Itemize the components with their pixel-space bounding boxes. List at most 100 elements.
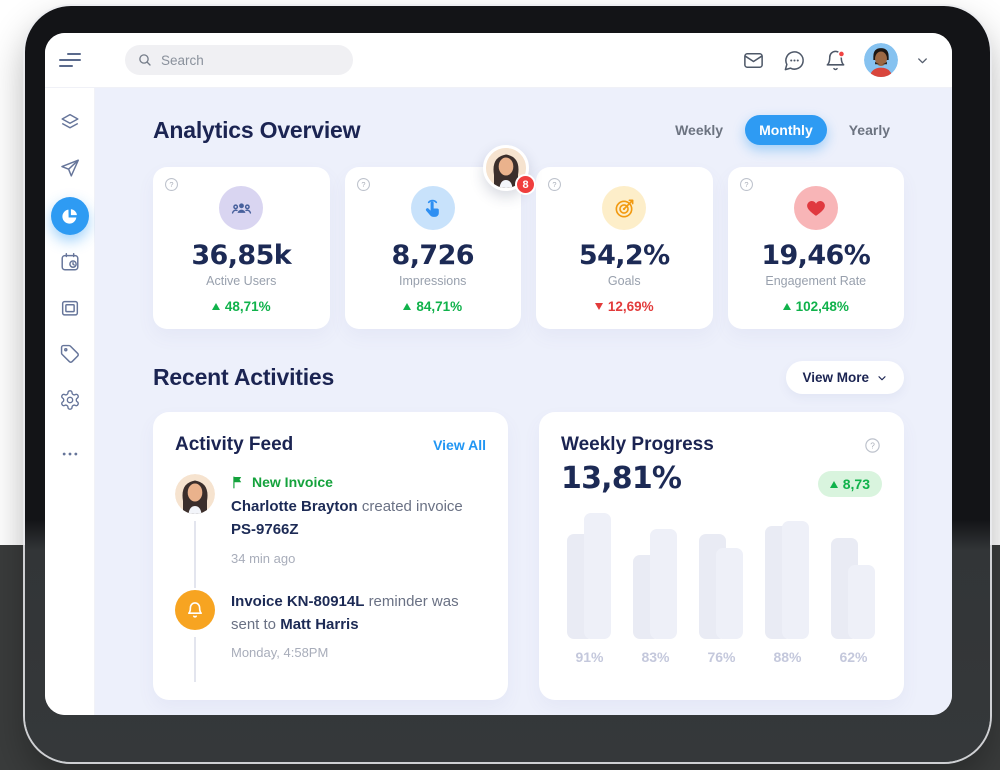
period-tabs: Weekly Monthly Yearly (661, 115, 904, 145)
activity-feed-title: Activity Feed (175, 434, 294, 455)
svg-text:?: ? (870, 440, 875, 450)
weekly-progress-delta-badge: 8,73 (817, 471, 882, 497)
feed-item-invoice-reminder[interactable]: Invoice KN-80914L reminder was sent to M… (175, 589, 486, 685)
activity-feed-card: Activity Feed View All (153, 412, 508, 700)
stat-label: Goals (607, 274, 641, 288)
notification-count-badge: 8 (515, 174, 536, 195)
bar-label: 76% (707, 649, 736, 665)
svg-text:?: ? (361, 180, 365, 189)
bar-label: 88% (773, 649, 802, 665)
menu-icon[interactable] (59, 49, 85, 71)
feed-item-invoice-created[interactable]: New Invoice Charlotte Brayton created in… (175, 474, 486, 590)
feed-text: Charlotte Brayton created invoice PS-976… (231, 498, 463, 539)
bar-label: 91% (575, 649, 604, 665)
search-icon (137, 52, 153, 68)
sidebar-item-send[interactable] (52, 151, 88, 185)
chat-icon[interactable] (782, 48, 806, 72)
reminder-bell-icon (175, 589, 215, 630)
bell-icon[interactable] (823, 48, 847, 72)
screen: Analytics Overview Weekly Monthly Yearly (45, 33, 952, 715)
bar-front (782, 520, 809, 639)
sidebar-item-schedule[interactable] (52, 245, 88, 279)
tab-yearly[interactable]: Yearly (848, 122, 890, 138)
stat-label: Impressions (399, 274, 467, 288)
sidebar (45, 87, 95, 715)
search-input[interactable] (161, 52, 341, 68)
weekly-bar-labels: 91% 83% 76% 88% 62% (561, 649, 882, 665)
stat-delta: 48,71% (161, 299, 322, 314)
view-all-link[interactable]: View All (433, 437, 486, 453)
main-content: Analytics Overview Weekly Monthly Yearly (95, 87, 952, 715)
analytics-title: Analytics Overview (153, 116, 361, 143)
sidebar-item-layers[interactable] (52, 105, 88, 139)
user-avatar[interactable] (864, 43, 898, 77)
feed-text: Invoice KN-80914L reminder was sent to M… (231, 592, 459, 633)
weekly-progress-card: Weekly Progress ? 13,81% 8,73 (539, 412, 904, 700)
topbar-actions (741, 43, 930, 77)
help-icon[interactable]: ? (863, 436, 882, 455)
svg-text:?: ? (552, 180, 556, 189)
stat-label: Engagement Rate (765, 274, 867, 288)
bar-front (650, 529, 677, 639)
stat-card-active-users[interactable]: ? 36,85k Active Users (153, 167, 330, 329)
search-bar[interactable] (125, 45, 353, 75)
bar-front (716, 548, 743, 639)
bar-front (584, 513, 611, 639)
stat-card-impressions[interactable]: ? 8,726 Impressions 84,7 (344, 167, 521, 329)
timeline-rail (194, 636, 196, 682)
trend-arrow-icon (829, 480, 838, 488)
stat-card-engagement[interactable]: ? 19,46% Engagement Rate 102,48% (727, 167, 904, 329)
stat-delta: 12,69% (544, 299, 705, 314)
tab-weekly[interactable]: Weekly (675, 122, 724, 138)
svg-text:?: ? (169, 180, 173, 189)
weekly-progress-title: Weekly Progress (561, 434, 714, 455)
stat-value: 36,85k (191, 240, 292, 271)
bar-group (567, 513, 612, 639)
stat-card-goals[interactable]: ? 54,2% Goals (536, 167, 713, 329)
bar-group (765, 513, 810, 639)
bar-front (848, 564, 875, 639)
stat-delta: 102,48% (736, 299, 897, 314)
timeline-rail (194, 521, 196, 588)
tablet-frame: Analytics Overview Weekly Monthly Yearly (25, 6, 990, 762)
sidebar-item-settings[interactable] (52, 383, 88, 417)
heart-icon (793, 186, 838, 230)
weekly-progress-value: 13,81% (561, 461, 682, 496)
feed-timestamp: 34 min ago (231, 550, 296, 566)
user-menu-chevron-icon[interactable] (915, 53, 930, 68)
users-icon (219, 186, 264, 230)
sidebar-item-frame[interactable] (52, 291, 88, 325)
help-icon[interactable]: ? (355, 176, 372, 193)
svg-text:?: ? (744, 180, 748, 189)
bar-group (699, 513, 744, 639)
flag-icon (231, 475, 245, 489)
trend-arrow-icon (403, 303, 412, 310)
feed-timestamp: Monday, 4:58PM (231, 645, 329, 660)
sidebar-item-analytics[interactable] (50, 197, 89, 235)
stats-row: ? 36,85k Active Users (153, 167, 904, 329)
avatar (175, 474, 215, 514)
trend-arrow-icon (211, 303, 220, 310)
help-icon[interactable]: ? (738, 176, 755, 193)
tab-monthly[interactable]: Monthly (745, 115, 827, 145)
weekly-bars (561, 513, 882, 639)
trend-arrow-icon (594, 303, 603, 310)
help-icon[interactable]: ? (163, 176, 180, 193)
recent-activities-title: Recent Activities (153, 364, 335, 390)
collaborator-cursor-avatar: 8 (483, 145, 536, 195)
chevron-down-icon (876, 372, 888, 384)
bar-label: 62% (839, 649, 868, 665)
stat-value: 19,46% (761, 240, 871, 271)
bar-label: 83% (641, 649, 670, 665)
help-icon[interactable]: ? (546, 176, 563, 193)
topbar (45, 33, 952, 87)
stat-value: 8,726 (391, 240, 475, 271)
envelope-icon[interactable] (741, 48, 765, 72)
view-more-button[interactable]: View More (786, 361, 904, 394)
bar-group (831, 513, 876, 639)
sidebar-item-tags[interactable] (52, 337, 88, 371)
sidebar-item-more[interactable] (52, 437, 88, 471)
stat-label: Active Users (206, 274, 277, 288)
stat-value: 54,2% (578, 240, 670, 271)
